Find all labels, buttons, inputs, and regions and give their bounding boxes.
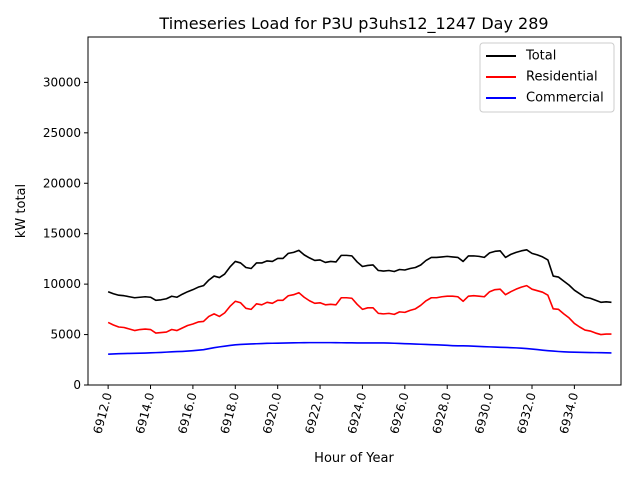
series-line-commercial [108,341,612,356]
series-layer [107,249,612,356]
y-tick-label: 20000 [43,176,81,190]
y-axis: 0 5000 10000 15000 20000 25000 30000 [43,75,88,392]
plot-frame [87,36,622,386]
y-tick-label: 25000 [43,126,81,140]
y-tick-label: 15000 [43,227,81,241]
x-axis-label: Hour of Year [314,451,394,466]
legend: Total Residential Commercial [479,42,615,113]
series-line-total [107,249,612,304]
chart-title: Timeseries Load for P3U p3uhs12_1247 Day… [158,14,548,34]
legend-label-residential: Residential [526,70,598,85]
y-tick-label: 0 [73,378,81,392]
legend-label-total: Total [525,49,556,64]
legend-label-commercial: Commercial [526,91,604,106]
y-tick-label: 10000 [43,277,81,291]
y-tick-label: 30000 [43,75,81,89]
series-line-residential [107,284,612,336]
y-axis-label: kW total [14,184,29,238]
y-tick-label: 5000 [50,328,81,342]
legend-frame [479,42,615,113]
